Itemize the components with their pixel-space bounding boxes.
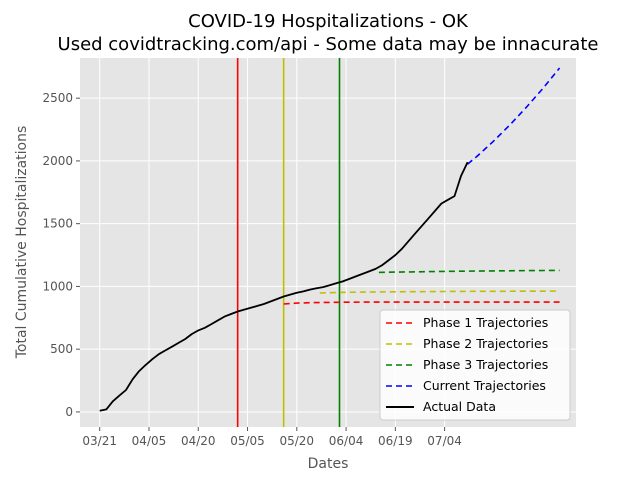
series-line [378,269,560,274]
legend-items: Phase 1 Trajectories Phase 2 Trajectories… [386,315,548,414]
x-tick-label: 03/21 [82,434,117,448]
y-tick-label: 0 [65,405,73,419]
legend: Phase 1 Trajectories Phase 2 Trajectories… [379,309,571,421]
series-line [283,301,560,305]
x-axis-ticks: 03/21 04/05 04/20 05/05 05/20 06/04 06/19 07/04 [82,427,462,448]
y-axis-label: Total Cumulative Hospitalizations [14,126,30,360]
x-tick-label: 05/05 [230,434,265,448]
chart-subtitle: Used covidtracking.com/api - Some data m… [58,34,599,55]
legend-box [379,309,571,421]
x-tick-label: 04/05 [132,434,167,448]
x-tick-label: 05/20 [279,434,314,448]
x-axis-label: Dates [308,456,349,472]
y-tick-label: 500 [50,342,73,356]
chart-title: COVID-19 Hospitalizations - OK [188,11,469,32]
x-tick-label: 06/19 [378,434,413,448]
phase-lines [236,58,341,427]
y-tick-label: 2000 [42,154,73,168]
y-tick-label: 1500 [42,217,73,231]
legend-label: Current Trajectories [423,378,546,393]
legend-label: Phase 3 Trajectories [423,357,548,372]
series-layer [99,67,561,412]
y-tick-label: 2500 [42,91,73,105]
series-line [319,290,560,294]
series-line [467,67,561,165]
legend-label: Phase 2 Trajectories [423,336,548,351]
x-tick-label: 07/04 [427,434,462,448]
x-tick-label: 06/04 [329,434,364,448]
y-tick-label: 1000 [42,279,73,293]
legend-label: Actual Data [423,399,496,414]
x-tick-label: 04/20 [181,434,216,448]
series-line [99,161,469,412]
legend-label: Phase 1 Trajectories [423,315,548,330]
y-axis-ticks: 0 500 1000 1500 2000 2500 [42,91,80,419]
